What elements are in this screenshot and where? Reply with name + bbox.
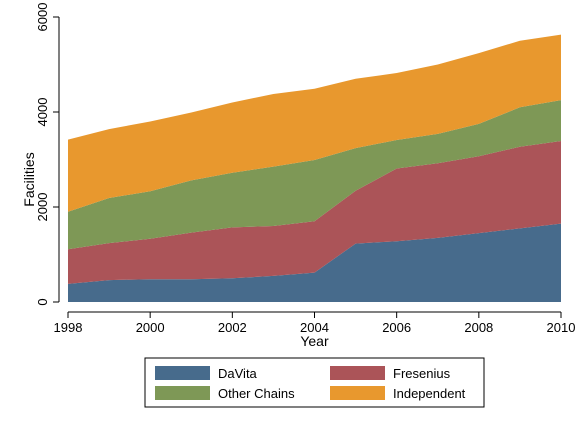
x-tick-label: 2006: [382, 320, 411, 335]
legend-swatch-fresenius: [330, 366, 385, 380]
x-axis-label: Year: [300, 333, 329, 349]
area-fresenius: [68, 141, 561, 284]
y-tick-label: 4000: [35, 98, 50, 127]
area-other-chains: [68, 100, 561, 250]
y-axis-label: Facilities: [21, 152, 37, 206]
y-tick-label: 2000: [35, 193, 50, 222]
x-tick-label: 1998: [54, 320, 83, 335]
y-tick-label: 0: [35, 298, 50, 305]
legend-label-davita: DaVita: [218, 366, 258, 381]
x-axis-ticks: 1998 2000 2002 2004 2006 2008 2010: [54, 312, 576, 335]
area-layer: [68, 34, 561, 302]
legend-swatch-davita: [155, 366, 210, 380]
legend-swatch-independent: [330, 386, 385, 400]
legend-swatch-other-chains: [155, 386, 210, 400]
legend-label-independent: Independent: [393, 386, 466, 401]
area-independent: [68, 34, 561, 212]
x-tick-label: 2000: [136, 320, 165, 335]
y-axis-ticks: 0 2000 4000 6000: [35, 3, 59, 306]
legend: DaVita Fresenius Other Chains Independent: [144, 357, 485, 408]
area-davita: [68, 223, 561, 302]
x-tick-label: 2004: [300, 320, 329, 335]
y-tick-label: 6000: [35, 3, 50, 32]
x-tick-label: 2010: [547, 320, 576, 335]
x-tick-label: 2008: [464, 320, 493, 335]
x-tick-label: 2002: [218, 320, 247, 335]
legend-label-other-chains: Other Chains: [218, 386, 295, 401]
legend-label-fresenius: Fresenius: [393, 366, 451, 381]
